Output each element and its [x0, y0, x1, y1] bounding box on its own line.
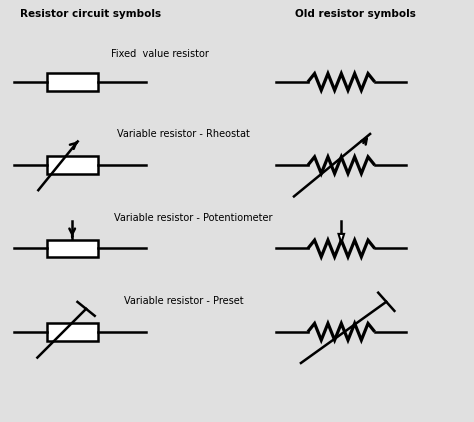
Text: Variable resistor - Potentiometer: Variable resistor - Potentiometer — [114, 213, 272, 223]
Polygon shape — [338, 234, 344, 243]
FancyBboxPatch shape — [46, 240, 98, 257]
FancyBboxPatch shape — [46, 157, 98, 174]
Text: Resistor circuit symbols: Resistor circuit symbols — [20, 9, 161, 19]
FancyBboxPatch shape — [46, 323, 98, 341]
FancyBboxPatch shape — [46, 73, 98, 91]
Text: Fixed  value resistor: Fixed value resistor — [111, 49, 210, 59]
Text: Variable resistor - Preset: Variable resistor - Preset — [124, 296, 243, 306]
Text: Variable resistor - Rheostat: Variable resistor - Rheostat — [117, 130, 250, 139]
Text: Old resistor symbols: Old resistor symbols — [295, 9, 416, 19]
